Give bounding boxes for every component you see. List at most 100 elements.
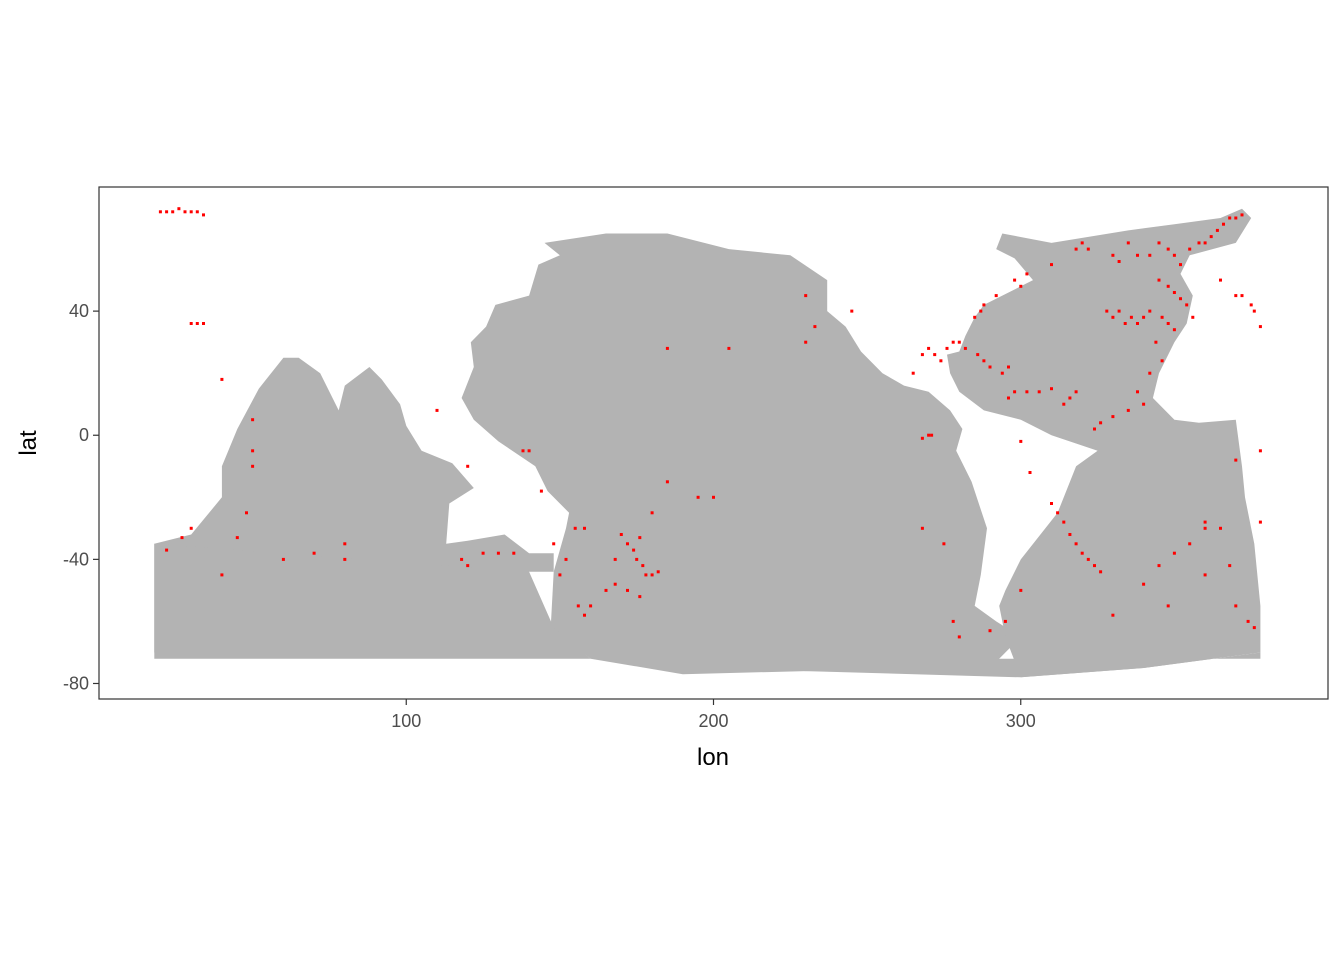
observation-point [920, 436, 924, 440]
observation-point [1172, 253, 1176, 257]
observation-point [1258, 325, 1262, 329]
observation-point [1056, 511, 1060, 515]
observation-point [1126, 408, 1130, 412]
observation-point [712, 495, 715, 499]
observation-point [665, 480, 669, 484]
observation-point [626, 542, 629, 546]
x-tick-label: 300 [1006, 711, 1036, 731]
observation-point [1074, 390, 1078, 394]
observation-point [1185, 303, 1189, 307]
observation-point [976, 353, 980, 357]
observation-point [933, 353, 937, 357]
observation-point [481, 551, 485, 555]
observation-point [945, 346, 949, 350]
x-axis: 100 200 300 [391, 699, 1036, 731]
y-tick-label: -80 [63, 673, 89, 693]
observation-point [1252, 626, 1256, 630]
y-tick-label: 0 [79, 425, 89, 445]
observation-point [460, 557, 464, 561]
observation-point [911, 371, 915, 375]
observation-point [994, 294, 998, 298]
observation-point [1050, 387, 1053, 391]
observation-point [1209, 235, 1213, 239]
observation-point [251, 449, 255, 453]
observation-point [583, 526, 586, 530]
observation-point [1117, 309, 1121, 313]
observation-point [195, 210, 199, 214]
observation-point [576, 604, 580, 608]
observation-point [1188, 542, 1192, 546]
observation-point [942, 542, 946, 546]
observation-point [312, 551, 316, 555]
observation-point [343, 542, 347, 546]
observation-point [251, 418, 255, 422]
observation-point [1086, 247, 1090, 251]
observation-point [1136, 253, 1139, 257]
observation-point [1142, 315, 1146, 319]
y-tick-label: 40 [69, 301, 89, 321]
observation-point [1136, 390, 1139, 394]
observation-point [583, 613, 586, 617]
observation-point [165, 210, 169, 214]
observation-point [1234, 216, 1238, 220]
observation-point [1240, 213, 1244, 217]
observation-point [1126, 241, 1130, 245]
observation-point [1080, 241, 1084, 245]
observation-point [1007, 396, 1010, 400]
observation-point [1025, 272, 1029, 276]
observation-point [1117, 260, 1121, 263]
observation-point [1203, 241, 1207, 245]
ocean-region-pacific-ocean [461, 233, 1021, 675]
observation-point [1234, 604, 1238, 608]
observation-point [1166, 284, 1170, 288]
observation-point [850, 309, 854, 313]
observation-point [1148, 371, 1152, 375]
observation-point [644, 573, 648, 577]
observation-point [1093, 427, 1096, 431]
observation-point [1142, 402, 1146, 406]
observation-point [1025, 390, 1029, 394]
observation-point [1188, 247, 1192, 251]
observation-point [1019, 588, 1023, 592]
observation-point [1037, 390, 1041, 394]
observation-point [1154, 340, 1158, 344]
observation-point [1062, 520, 1066, 524]
observation-point [1111, 613, 1115, 617]
observation-point [202, 322, 205, 325]
observation-point [220, 573, 224, 577]
observation-point [1099, 421, 1103, 425]
observation-point [1019, 284, 1023, 288]
ocean-region-southern-ocean [154, 543, 1261, 678]
observation-point [988, 629, 992, 633]
observation-point [957, 340, 961, 344]
observation-point [466, 564, 470, 568]
observation-point [927, 346, 931, 350]
observation-point [496, 551, 500, 555]
observation-point [558, 573, 562, 577]
observation-point [920, 353, 924, 357]
observation-point [613, 582, 617, 586]
y-tick-label: -40 [63, 549, 89, 569]
observation-point [1093, 564, 1096, 568]
observation-point [158, 210, 162, 214]
observation-point [573, 526, 577, 530]
observation-point [1000, 371, 1004, 375]
observation-point [220, 377, 224, 381]
observation-point [650, 511, 654, 515]
observation-point [1246, 619, 1250, 623]
observation-point [979, 309, 983, 313]
observation-point [1003, 619, 1007, 623]
observation-point [177, 207, 181, 211]
observation-point [1007, 365, 1010, 369]
observation-point [1099, 570, 1103, 574]
observation-point [1111, 415, 1115, 419]
observation-point [183, 210, 187, 214]
observation-point [189, 526, 193, 530]
observation-point [1203, 520, 1207, 524]
observation-point [1249, 303, 1253, 307]
observation-point [1222, 222, 1225, 226]
observation-point [512, 551, 516, 555]
observation-point [1166, 247, 1170, 251]
observation-point [1136, 322, 1139, 325]
observation-point [1142, 582, 1146, 586]
